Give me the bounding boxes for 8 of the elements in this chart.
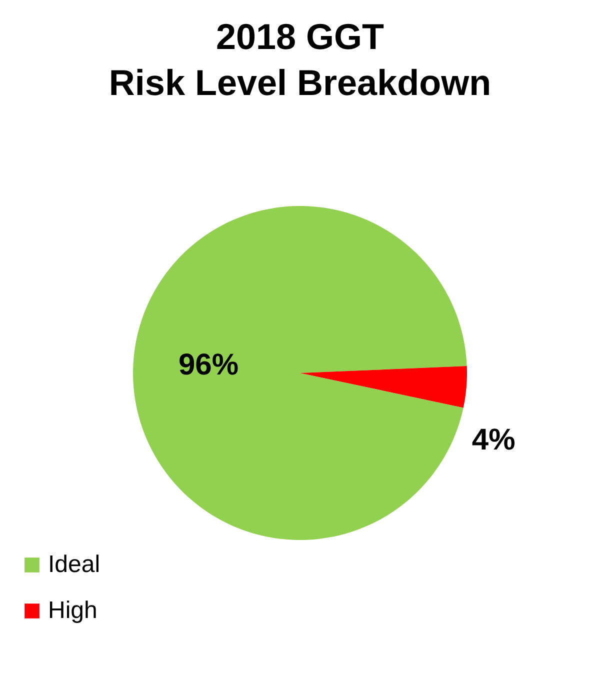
legend-label: High — [48, 597, 98, 624]
pie-slice — [133, 206, 467, 540]
text: 2018 GGT — [216, 16, 384, 57]
text: Risk Level Breakdown — [108, 62, 492, 103]
legend-label: Ideal — [48, 551, 100, 578]
pie-slice — [300, 366, 467, 408]
data-label: 4% — [472, 423, 516, 456]
data-label: 96% — [178, 348, 238, 382]
